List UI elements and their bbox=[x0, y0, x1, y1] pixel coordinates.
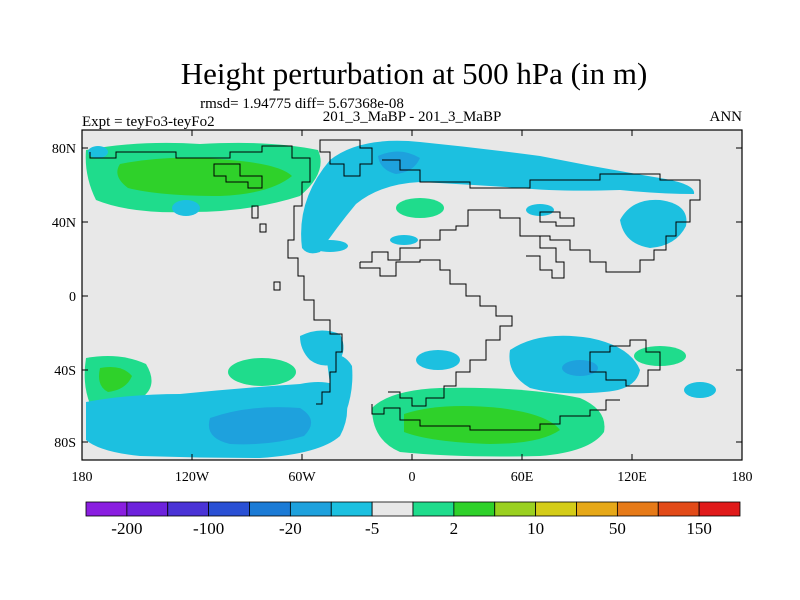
colorbar-swatch bbox=[698, 501, 741, 517]
colorbar: -200 -100 -20 -5 2 10 50 150 bbox=[85, 501, 741, 538]
south-pacific-mid-positive bbox=[228, 358, 296, 386]
hudson-outline bbox=[213, 163, 263, 189]
lat-tick-label: 80N bbox=[52, 142, 76, 157]
shaded-regions bbox=[84, 140, 716, 458]
lat-tick-label: 40S bbox=[54, 364, 76, 379]
colorbar-swatch bbox=[494, 501, 537, 517]
figure-title: Height perturbation at 500 hPa (in m) bbox=[181, 56, 648, 91]
stats-line: rmsd= 1.94775 diff= 5.67368e-08 bbox=[200, 96, 404, 112]
colorbar-swatch bbox=[167, 501, 210, 517]
colorbar-label: 150 bbox=[686, 519, 712, 538]
colorbar-label: 2 bbox=[450, 519, 459, 538]
caribbean-islands bbox=[251, 205, 281, 291]
greenland-outline bbox=[319, 139, 373, 177]
africa-outline bbox=[359, 259, 513, 407]
colorbar-swatch bbox=[330, 501, 373, 517]
colorbar-swatch bbox=[453, 501, 496, 517]
lon-tick-label: 120E bbox=[617, 470, 647, 485]
colorbar-swatch bbox=[616, 501, 659, 517]
lon-tick-label: 0 bbox=[409, 470, 416, 485]
colorbar-swatch bbox=[371, 501, 414, 517]
colorbar-label: 10 bbox=[527, 519, 544, 538]
center-label: 201_3_MaBP - 201_3_MaBP bbox=[323, 109, 502, 125]
colorbar-swatch bbox=[126, 501, 169, 517]
south-pacific-core-region bbox=[99, 367, 132, 392]
central-asia-positive bbox=[396, 198, 444, 218]
north-atlantic-spot bbox=[88, 146, 108, 158]
colorbar-label: -5 bbox=[365, 519, 379, 538]
indian-ocean-core bbox=[562, 360, 598, 376]
colorbar-swatch bbox=[208, 501, 250, 517]
eurasia-outline bbox=[360, 159, 701, 273]
tasman-negative bbox=[684, 382, 716, 398]
longitude-axis: 180 120W 60W 0 60E 120E 180 bbox=[72, 130, 753, 485]
colorbar-swatch bbox=[289, 501, 332, 517]
colorbar-swatch bbox=[412, 501, 455, 517]
lat-tick-label: 40N bbox=[52, 216, 76, 231]
south-atlantic-negative bbox=[326, 353, 353, 412]
australia-outline bbox=[589, 339, 661, 387]
lon-tick-label: 60W bbox=[288, 470, 316, 485]
tropical-atlantic-spot bbox=[312, 240, 348, 252]
lat-tick-label: 0 bbox=[69, 290, 76, 305]
colorbar-swatch bbox=[535, 501, 577, 517]
colorbar-label: -20 bbox=[279, 519, 302, 538]
southern-ocean-core-region bbox=[208, 407, 312, 445]
colorbar-label: -100 bbox=[193, 519, 224, 538]
africa-north-spot bbox=[390, 235, 418, 245]
lon-tick-label: 60E bbox=[511, 470, 534, 485]
coastlines bbox=[89, 139, 701, 431]
north-atlantic-core-region bbox=[378, 151, 420, 174]
southern-africa-core-region bbox=[404, 406, 560, 444]
colorbar-swatch bbox=[249, 501, 291, 517]
asia-inner-outline bbox=[539, 211, 575, 227]
map-panel bbox=[81, 129, 743, 461]
lon-tick-label: 180 bbox=[72, 470, 93, 485]
colorbar-swatch bbox=[85, 501, 128, 517]
central-asia-negative-spot bbox=[526, 204, 554, 216]
north-pacific-small-negative bbox=[172, 200, 200, 216]
india-outline bbox=[520, 235, 565, 279]
colorbar-swatch bbox=[576, 501, 618, 517]
antarctica-outline bbox=[371, 399, 620, 431]
lat-tick-label: 80S bbox=[54, 436, 76, 451]
colorbar-label: -200 bbox=[111, 519, 142, 538]
madagascar-negative bbox=[416, 350, 460, 370]
right-label: ANN bbox=[710, 109, 743, 125]
left-label: Expt = teyFo3-teyFo2 bbox=[82, 114, 215, 130]
americas-outline bbox=[89, 145, 343, 405]
lon-tick-label: 180 bbox=[732, 470, 753, 485]
colorbar-label: 50 bbox=[609, 519, 626, 538]
latitude-axis: 80N 40N 0 40S 80S bbox=[52, 142, 742, 451]
colorbar-swatch bbox=[657, 501, 700, 517]
lon-tick-label: 120W bbox=[175, 470, 210, 485]
